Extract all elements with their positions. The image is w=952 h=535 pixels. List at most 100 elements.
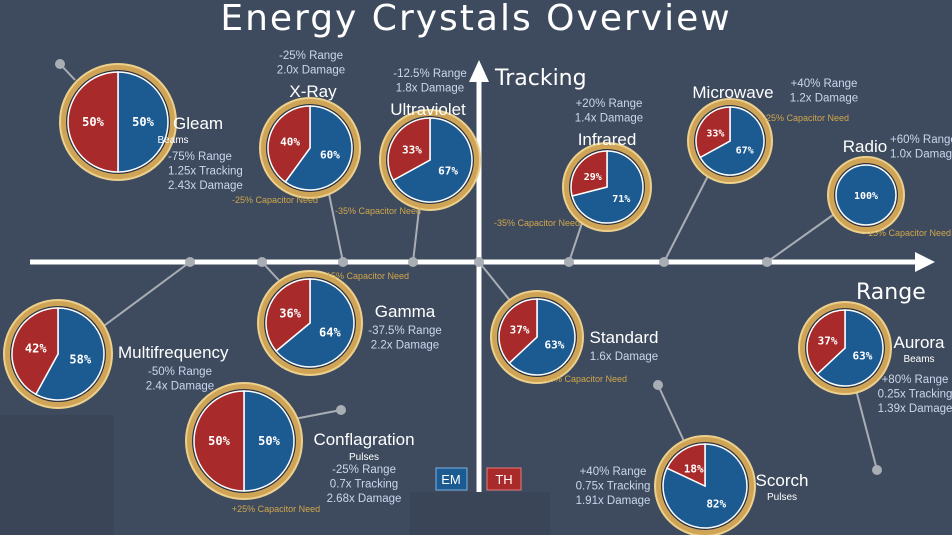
crystal-microwave: 67% 33% Microwave +40% Range 1.2x Damage -25%… xyxy=(687,78,858,184)
em-percent-label: 63% xyxy=(852,350,872,363)
crystal-radio: 100% Radio +60% Range 1.0x Damage -15% Capac… xyxy=(827,134,952,238)
th-percent-label: 36% xyxy=(279,307,301,321)
em-slice xyxy=(275,278,355,368)
th-slice xyxy=(570,150,608,197)
leader-line-aurora xyxy=(854,385,878,471)
em-percent-label: 63% xyxy=(544,339,564,352)
crystal-scorch: 82% 18% Scorch Pulses +40% Range 0.75x Tracki… xyxy=(576,435,809,535)
em-slice xyxy=(816,309,884,387)
th-percent-label: 33% xyxy=(706,128,724,139)
legend-th-swatch xyxy=(486,467,522,491)
em-percent-label: 60% xyxy=(320,148,340,161)
th-slice xyxy=(193,390,245,492)
th-percent-label: 37% xyxy=(818,334,838,347)
th-slice xyxy=(267,105,311,184)
crystal-stat: 2.2x Damage xyxy=(371,340,439,352)
th-percent-label: 37% xyxy=(510,323,530,336)
em-slice xyxy=(392,117,473,203)
crystal-stat: 2.43x Damage xyxy=(168,180,243,192)
crystal-name: Gamma xyxy=(375,302,436,321)
crystal-subtype: Pulses xyxy=(349,452,379,463)
crystal-name: Standard xyxy=(590,328,659,347)
crystal-stat: 2.68x Damage xyxy=(327,493,402,505)
crystal-stat: -12.5% Range xyxy=(393,68,467,80)
leader-dot-microwave xyxy=(659,257,669,267)
crystal-name: X-Ray xyxy=(289,82,337,101)
crystal-gleam: 50% 50% Gleam Beams -75% Range 1.25x Tracking… xyxy=(59,63,243,192)
crystal-subtype: Beams xyxy=(157,135,188,146)
crystal-stat: +40% Range xyxy=(580,466,647,478)
crystal-stat: 0.25x Tracking xyxy=(878,389,952,401)
crystal-name: Radio xyxy=(843,137,887,156)
crystal-name: Aurora xyxy=(893,333,945,352)
leader-dot-gleam xyxy=(55,59,65,69)
crystal-stat: +80% Range xyxy=(882,374,949,386)
th-slice xyxy=(265,278,311,353)
th-percent-label: 18% xyxy=(684,462,704,475)
crystal-stat: 1.2x Damage xyxy=(790,93,858,105)
em-percent-label: 82% xyxy=(706,498,726,511)
crystal-stat: 1.39x Damage xyxy=(878,403,952,415)
leader-dot-xray xyxy=(338,257,348,267)
leader-line-microwave xyxy=(663,167,713,263)
em-percent-label: 67% xyxy=(736,146,754,157)
crystal-subtype: Beams xyxy=(903,354,934,365)
em-slice xyxy=(508,298,576,376)
crystal-name: Ultraviolet xyxy=(390,100,466,119)
th-slice xyxy=(11,307,59,396)
em-percent-label: 64% xyxy=(319,325,341,339)
leader-line-multifrequency xyxy=(100,261,191,329)
leader-dot-ultraviolet xyxy=(408,257,418,267)
crystal-stat: 2.4x Damage xyxy=(146,381,214,393)
crystal-stat: 1.8x Damage xyxy=(396,83,464,95)
capacitor-need: -15% Capacitor Need xyxy=(865,228,951,238)
crystal-name: Conflagration xyxy=(313,430,414,449)
crystal-stat: +60% Range xyxy=(890,134,952,146)
crystal-standard: 63% 37% Standard 1.6x Damage -45% Capacitor … xyxy=(490,290,659,384)
capacitor-need: -45% Capacitor Need xyxy=(541,374,627,384)
crystal-stat: 1.0x Damage xyxy=(890,149,952,161)
crystal-multifrequency: 58% 42% Multifrequency -50% Range 2.4x Damag… xyxy=(3,299,229,409)
th-percent-label: 50% xyxy=(208,434,230,448)
leader-dot-multifrequency xyxy=(185,257,195,267)
em-slice xyxy=(117,71,169,173)
th-percent-label: 33% xyxy=(402,143,422,156)
crystal-conflagration: 50% 50% Conflagration Pulses-25% Range 0.7x … xyxy=(185,382,415,514)
crystal-aurora: 63% 37% Aurora Beams +80% Range 0.25x Trackin… xyxy=(798,301,952,415)
leader-dot-scorch xyxy=(653,380,663,390)
crystal-infrared: 71% 29% Infrared +20% Range 1.4x Damage -35% … xyxy=(494,98,652,232)
corner-panel-left xyxy=(0,415,114,535)
crystal-name: Multifrequency xyxy=(118,343,229,362)
em-slice xyxy=(835,164,897,226)
crystal-name: Scorch xyxy=(756,471,809,490)
capacitor-need: -25% Capacitor Need xyxy=(232,195,318,205)
th-slice xyxy=(387,117,431,182)
leader-dot-infrared xyxy=(564,257,574,267)
crystal-stat: 0.75x Tracking xyxy=(576,481,651,493)
capacitor-need: -15% Capacitor Need xyxy=(323,271,409,281)
em-percent-label: 71% xyxy=(612,194,630,205)
crystal-stat: 1.6x Damage xyxy=(590,351,658,363)
crystal-subtype: Pulses xyxy=(767,492,797,503)
capacitor-need: -25% Capacitor Need xyxy=(763,113,849,123)
em-percent-label: 50% xyxy=(132,115,154,129)
em-slice xyxy=(243,390,295,492)
th-percent-label: 42% xyxy=(25,341,47,355)
em-slice xyxy=(699,106,765,176)
crystal-stat: 1.4x Damage xyxy=(575,113,643,125)
capacitor-need: -35% Capacitor Need xyxy=(494,218,580,228)
crystal-stat: 1.91x Damage xyxy=(576,495,651,507)
crystal-stat: +40% Range xyxy=(791,78,858,90)
leader-dot-radio xyxy=(762,257,772,267)
corner-panel-center xyxy=(410,492,550,535)
leader-line-ultraviolet xyxy=(412,200,421,263)
y-axis-label: Tracking xyxy=(494,66,587,91)
x-axis-arrow-icon xyxy=(915,252,935,272)
crystal-stat: -37.5% Range xyxy=(368,325,442,337)
crystal-stat: -50% Range xyxy=(148,366,212,378)
leader-dot-conflagration xyxy=(336,405,346,415)
crystal-ultraviolet: 67% 33% Ultraviolet -12.5% Range 1.8x Damage… xyxy=(335,68,481,216)
crystal-name: Gleam xyxy=(173,114,223,133)
